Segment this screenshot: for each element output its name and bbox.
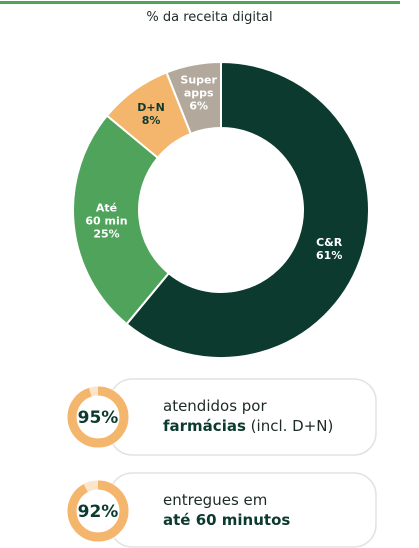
slice-value: 6% xyxy=(189,99,209,113)
kpi-line: até 60 minutos xyxy=(163,510,290,530)
slice-value: 8% xyxy=(141,113,161,127)
ring-progress xyxy=(67,386,129,448)
donut-slice xyxy=(165,60,222,136)
kpi-value: 95% xyxy=(78,408,119,428)
donut-slice xyxy=(72,114,171,326)
ring-progress xyxy=(67,480,129,542)
kpi-text: entregues em até 60 minutos xyxy=(163,490,290,530)
kpi-line: atendidos por xyxy=(163,397,267,415)
kpi-rest: (incl. D+N) xyxy=(250,417,334,435)
slice-category: Até 60 min xyxy=(85,201,128,228)
chart-title: % da receita digital xyxy=(146,10,273,25)
kpi-bold: até 60 minutos xyxy=(163,511,291,529)
kpi-line: farmácias (incl. D+N) xyxy=(163,416,333,436)
slice-label: Até 60 min 25% xyxy=(85,201,127,240)
slice-value: 25% xyxy=(93,227,120,241)
slice-category: C&R xyxy=(316,235,343,249)
slice-label: C&R 61% xyxy=(316,236,342,262)
slice-value: 61% xyxy=(316,248,343,262)
slice-label: D+N 8% xyxy=(137,101,165,127)
kpi-text: atendidos por farmácias (incl. D+N) xyxy=(163,396,333,436)
kpi-bold: farmácias xyxy=(163,417,246,435)
slice-label: Super apps 6% xyxy=(180,74,217,113)
slice-category: Super apps xyxy=(180,73,217,100)
donut-slice xyxy=(125,60,370,359)
slice-category: D+N xyxy=(137,100,165,114)
kpi-value: 92% xyxy=(78,502,119,522)
top-rule xyxy=(0,1,400,4)
kpi-line: entregues em xyxy=(163,491,268,509)
